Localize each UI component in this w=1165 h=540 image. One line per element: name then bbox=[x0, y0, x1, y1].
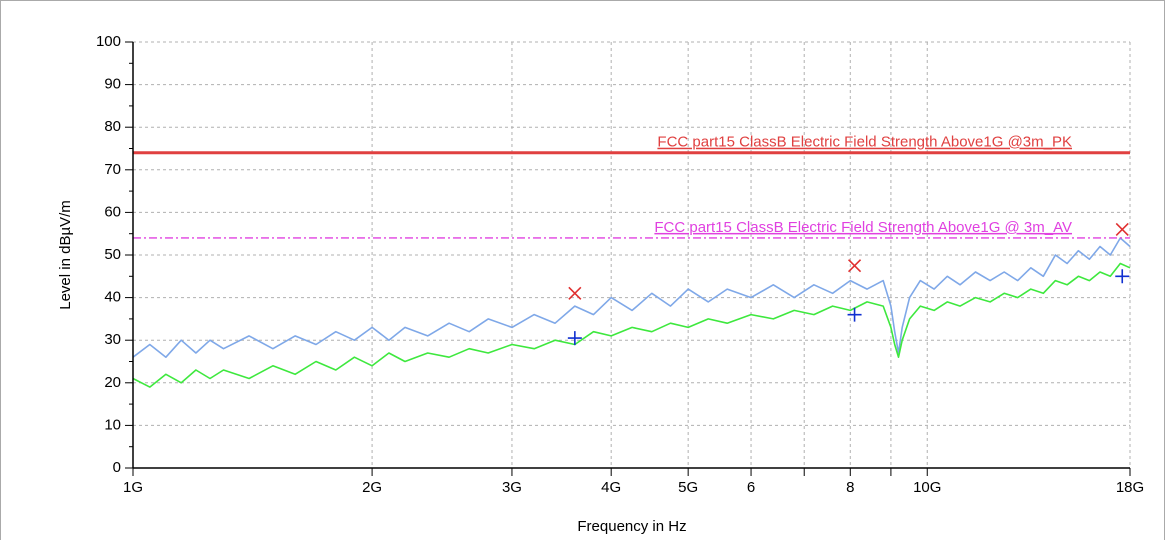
marker bbox=[567, 331, 582, 346]
x-tick-label: 10G bbox=[913, 479, 941, 496]
y-tick-label: 0 bbox=[113, 459, 121, 476]
marker bbox=[1115, 269, 1130, 284]
y-tick-label: 20 bbox=[104, 374, 121, 391]
y-tick-label: 30 bbox=[104, 331, 121, 348]
y-tick-label: 60 bbox=[104, 203, 121, 220]
trace bbox=[132, 262, 1131, 388]
y-tick-label: 10 bbox=[104, 416, 121, 433]
x-tick-label: 3G bbox=[502, 479, 522, 496]
x-tick-label: 1G bbox=[123, 479, 143, 496]
y-tick-label: 100 bbox=[96, 33, 121, 50]
x-tick-label: 18G bbox=[1116, 479, 1144, 496]
trace bbox=[132, 237, 1131, 358]
marker bbox=[847, 307, 862, 322]
marker bbox=[847, 259, 862, 273]
x-tick-label: 8 bbox=[846, 479, 854, 496]
y-tick-label: 80 bbox=[104, 118, 121, 135]
x-axis-title: Frequency in Hz bbox=[577, 518, 686, 535]
marker bbox=[1115, 222, 1129, 237]
x-tick-label: 4G bbox=[601, 479, 621, 496]
y-tick-label: 70 bbox=[104, 161, 121, 178]
y-tick-label: 90 bbox=[104, 76, 121, 93]
y-tick-label: 40 bbox=[104, 289, 121, 306]
x-tick-label: 2G bbox=[362, 479, 382, 496]
y-axis-title: Level in dBµV/m bbox=[57, 200, 74, 310]
x-tick-label: 6 bbox=[747, 479, 755, 496]
y-tick-label: 50 bbox=[104, 246, 121, 263]
limit-label: FCC part15 ClassB Electric Field Strengt… bbox=[654, 219, 1072, 236]
x-tick-label: 5G bbox=[678, 479, 698, 496]
marker bbox=[568, 286, 582, 300]
limit-label: FCC part15 ClassB Electric Field Strengt… bbox=[657, 134, 1072, 151]
